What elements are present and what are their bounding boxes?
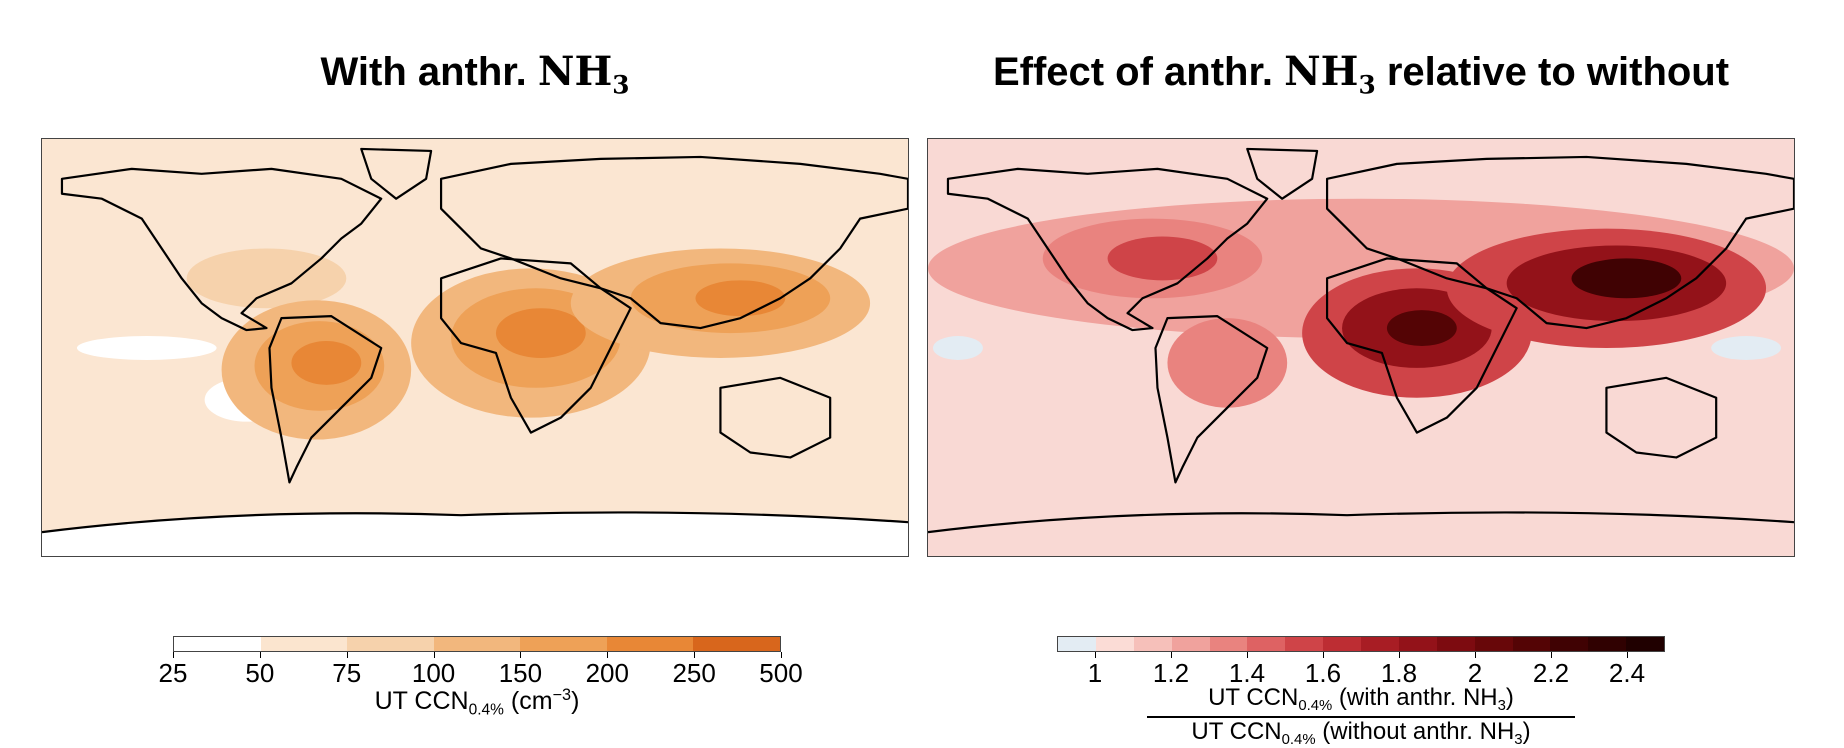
- left-coast-europe-asia: [439, 155, 908, 330]
- right-region-na-core: [1107, 236, 1218, 281]
- colorbar-segment: [1626, 637, 1664, 651]
- right-colorbar-ticks: 1 1.2 1.4 1.6 1.8 2 2.2 2.4: [1057, 652, 1665, 688]
- colorbar-tick: [173, 652, 174, 658]
- right-low-pacific-east: [1711, 336, 1782, 360]
- colorbar-tick-label: 250: [672, 658, 716, 688]
- colorbar-tick-label: 1.6: [1304, 658, 1342, 688]
- left-coast-greenland: [360, 147, 433, 200]
- left-colorbar-ticks: 25 50 75 100 150 200 250 500: [159, 652, 803, 688]
- colorbar-tick: [520, 652, 522, 658]
- colorbar-segment: [174, 637, 261, 651]
- colorbar-segment: [1285, 637, 1324, 651]
- colorbar-tick-label: 1.4: [1228, 658, 1266, 688]
- colorbar-tick: [1095, 652, 1096, 658]
- right-colorbar-denominator: UT CCN0.4% (without anthr. NH3): [1191, 718, 1531, 748]
- colorbar-tick: [1399, 652, 1400, 658]
- right-low-pacific-west: [932, 336, 983, 360]
- colorbar-segment: [1588, 637, 1627, 651]
- right-coast-north-america: [946, 167, 1269, 332]
- colorbar-tick-label: 25: [158, 658, 188, 688]
- colorbar-segment: [1133, 637, 1172, 651]
- colorbar-segment: [1209, 637, 1248, 651]
- left-panel-title: With anthr. NH3: [320, 48, 630, 100]
- colorbar-segment: [520, 637, 607, 651]
- colorbar-tick-label: 50: [245, 658, 275, 688]
- left-low-antarctica: [42, 512, 908, 556]
- right-coast-antarctica: [928, 511, 1794, 534]
- right-coast-greenland: [1246, 147, 1319, 200]
- right-colorbar-numerator: UT CCN0.4% (with anthr. NH3): [1208, 684, 1514, 715]
- left-coast-south-america: [268, 315, 383, 484]
- colorbar-tick-label: 200: [585, 658, 629, 688]
- right-colorbar: [1057, 636, 1665, 652]
- colorbar-tick: [1475, 652, 1476, 658]
- colorbar-tick: [259, 652, 261, 658]
- left-coast-antarctica: [42, 511, 908, 534]
- colorbar-segment: [347, 637, 434, 651]
- left-coast-africa: [439, 257, 632, 434]
- left-map: [41, 138, 909, 557]
- colorbar-segment: [1247, 637, 1286, 651]
- left-region-amazon-core: [291, 341, 362, 385]
- colorbar-segment: [1436, 637, 1475, 651]
- right-coast-africa: [1325, 257, 1518, 434]
- right-region-africa-core: [1386, 310, 1457, 347]
- right-coast-europe-asia: [1325, 155, 1794, 330]
- colorbar-tick-label: 75: [332, 658, 362, 688]
- right-coast-australia: [1605, 376, 1718, 459]
- colorbar-tick-label: 100: [411, 658, 456, 688]
- colorbar-tick: [1323, 652, 1324, 658]
- left-coast-north-america: [60, 167, 383, 332]
- left-colorbar-label: UT CCN0.4% (cm−3): [374, 686, 580, 719]
- colorbar-segment: [1398, 637, 1437, 651]
- colorbar-segment: [693, 637, 781, 651]
- colorbar-tick: [433, 652, 435, 658]
- left-region-africa-core: [495, 308, 586, 358]
- right-colorbar-fraction-line: [1147, 716, 1575, 718]
- colorbar-tick: [607, 652, 609, 658]
- left-colorbar: [173, 636, 781, 652]
- colorbar-segment: [260, 637, 348, 651]
- colorbar-tick-label: 2: [1467, 658, 1483, 688]
- colorbar-tick: [1551, 652, 1552, 658]
- left-region-asia-core: [695, 280, 786, 317]
- colorbar-segment: [1512, 637, 1551, 651]
- right-coast-south-america: [1154, 315, 1269, 484]
- colorbar-tick-label: 2.2: [1532, 658, 1570, 688]
- colorbar-tick-label: 1.8: [1380, 658, 1418, 688]
- colorbar-tick: [781, 652, 782, 658]
- colorbar-tick-label: 2.4: [1608, 658, 1646, 688]
- right-map: [927, 138, 1795, 557]
- left-low-pacific: [76, 336, 217, 360]
- right-region-sa: [1167, 318, 1288, 408]
- colorbar-segment: [433, 637, 521, 651]
- colorbar-tick-label: 500: [759, 658, 803, 688]
- colorbar-segment: [1171, 637, 1210, 651]
- colorbar-segment: [1550, 637, 1589, 651]
- colorbar-segment: [1474, 637, 1513, 651]
- colorbar-tick: [1627, 652, 1628, 658]
- right-region-asia-core: [1571, 258, 1682, 299]
- colorbar-segment: [1058, 637, 1096, 651]
- colorbar-tick: [1171, 652, 1172, 658]
- colorbar-segment: [1095, 637, 1134, 651]
- colorbar-tick: [1247, 652, 1248, 658]
- colorbar-tick: [346, 652, 348, 658]
- colorbar-segment: [1361, 637, 1399, 651]
- right-panel-title: Effect of anthr. NH3 relative to without: [992, 48, 1730, 100]
- left-region-na: [186, 248, 347, 309]
- colorbar-tick: [694, 652, 696, 658]
- colorbar-segment: [606, 637, 694, 651]
- colorbar-tick-label: 1.2: [1152, 658, 1190, 688]
- colorbar-tick-label: 1: [1087, 658, 1103, 688]
- colorbar-segment: [1323, 637, 1361, 651]
- colorbar-tick-label: 150: [498, 658, 543, 688]
- left-coast-australia: [719, 376, 832, 459]
